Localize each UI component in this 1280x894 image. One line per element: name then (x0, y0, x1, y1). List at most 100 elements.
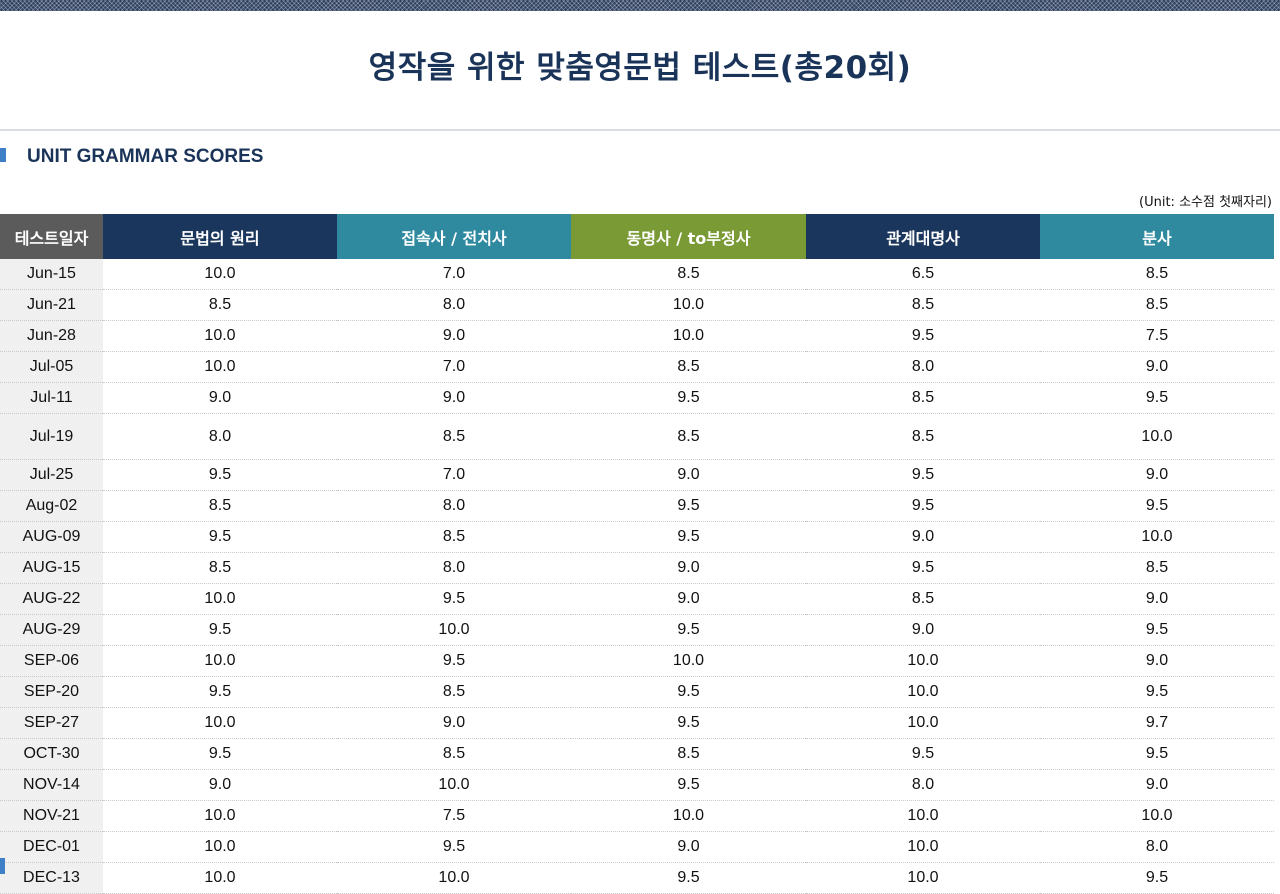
score-cell: 10.0 (1040, 413, 1274, 460)
score-cell: 9.5 (103, 614, 337, 646)
score-cell: 8.0 (103, 413, 337, 460)
table-row: NOV-14 9.0 10.0 9.5 8.0 9.0 (0, 769, 1274, 801)
score-cell: 8.5 (571, 351, 806, 383)
test-date-cell: Jul-05 (0, 351, 103, 383)
score-cell: 8.5 (103, 289, 337, 321)
score-cell: 10.0 (806, 676, 1040, 708)
score-cell: 9.0 (337, 320, 571, 352)
score-cell: 7.0 (337, 259, 571, 290)
score-cell: 8.5 (571, 259, 806, 290)
score-cell: 8.0 (337, 490, 571, 522)
header-relative-pronouns: 관계대명사 (806, 214, 1040, 259)
score-cell: 9.0 (571, 583, 806, 615)
table-row: SEP-06 10.0 9.5 10.0 10.0 9.0 (0, 645, 1274, 677)
score-cell: 9.0 (571, 459, 806, 491)
header-test-date: 테스트일자 (0, 214, 103, 259)
score-cell: 9.5 (806, 320, 1040, 352)
scores-table: 테스트일자 문법의 원리 접속사 / 전치사 동명사 / to부정사 관계대명사… (0, 214, 1274, 894)
score-cell: 9.5 (1040, 862, 1274, 894)
test-date-cell: SEP-27 (0, 707, 103, 739)
score-cell: 9.5 (1040, 738, 1274, 770)
score-cell: 10.0 (571, 289, 806, 321)
table-row: NOV-21 10.0 7.5 10.0 10.0 10.0 (0, 800, 1274, 832)
score-cell: 8.5 (806, 382, 1040, 414)
test-date-cell: Jun-28 (0, 320, 103, 352)
score-cell: 10.0 (337, 862, 571, 894)
test-date-cell: Jul-19 (0, 413, 103, 460)
title-divider (0, 129, 1280, 131)
score-cell: 9.5 (806, 738, 1040, 770)
score-cell: 9.5 (571, 769, 806, 801)
score-cell: 9.0 (806, 614, 1040, 646)
test-date-cell: SEP-06 (0, 645, 103, 677)
score-cell: 10.0 (103, 645, 337, 677)
score-cell: 9.5 (806, 459, 1040, 491)
score-cell: 10.0 (1040, 521, 1274, 553)
table-row: AUG-09 9.5 8.5 9.5 9.0 10.0 (0, 521, 1274, 553)
score-cell: 10.0 (806, 645, 1040, 677)
table-row: OCT-30 9.5 8.5 8.5 9.5 9.5 (0, 738, 1274, 770)
test-date-cell: AUG-09 (0, 521, 103, 553)
score-cell: 8.5 (103, 552, 337, 584)
score-cell: 8.5 (337, 738, 571, 770)
test-date-cell: DEC-13 (0, 862, 103, 894)
test-date-cell: NOV-14 (0, 769, 103, 801)
score-cell: 10.0 (103, 351, 337, 383)
score-cell: 9.0 (806, 521, 1040, 553)
table-row: SEP-27 10.0 9.0 9.5 10.0 9.7 (0, 707, 1274, 739)
score-cell: 10.0 (806, 800, 1040, 832)
score-cell: 7.0 (337, 459, 571, 491)
score-cell: 8.0 (806, 351, 1040, 383)
table-row: DEC-01 10.0 9.5 9.0 10.0 8.0 (0, 831, 1274, 863)
score-cell: 10.0 (806, 707, 1040, 739)
score-cell: 8.0 (1040, 831, 1274, 863)
score-cell: 9.0 (1040, 583, 1274, 615)
table-row: Aug-02 8.5 8.0 9.5 9.5 9.5 (0, 490, 1274, 522)
score-cell: 10.0 (1040, 800, 1274, 832)
score-cell: 10.0 (337, 614, 571, 646)
score-cell: 9.5 (571, 676, 806, 708)
table-row: Jun-15 10.0 7.0 8.5 6.5 8.5 (0, 259, 1274, 290)
score-cell: 10.0 (571, 800, 806, 832)
table-row: Jul-05 10.0 7.0 8.5 8.0 9.0 (0, 351, 1274, 383)
score-cell: 9.0 (571, 831, 806, 863)
table-row: SEP-20 9.5 8.5 9.5 10.0 9.5 (0, 676, 1274, 708)
score-cell: 9.5 (1040, 490, 1274, 522)
table-row: Jul-19 8.0 8.5 8.5 8.5 10.0 (0, 413, 1274, 460)
table-row: DEC-13 10.0 10.0 9.5 10.0 9.5 (0, 862, 1274, 894)
score-cell: 8.5 (1040, 552, 1274, 584)
score-cell: 10.0 (806, 831, 1040, 863)
test-date-cell: DEC-01 (0, 831, 103, 863)
score-cell: 8.5 (571, 738, 806, 770)
page-title: 영작을 위한 맞춤영문법 테스트(총20회) (368, 50, 912, 86)
score-cell: 8.5 (337, 521, 571, 553)
test-date-cell: Jun-15 (0, 259, 103, 290)
section-marker (0, 148, 6, 162)
table-row: AUG-15 8.5 8.0 9.0 9.5 8.5 (0, 552, 1274, 584)
score-cell: 8.5 (337, 413, 571, 460)
score-cell: 8.0 (337, 552, 571, 584)
test-date-cell: Jul-11 (0, 382, 103, 414)
section-title: UNIT GRAMMAR SCORES (27, 146, 264, 167)
score-cell: 9.5 (806, 490, 1040, 522)
test-date-cell: Jun-21 (0, 289, 103, 321)
score-cell: 8.5 (1040, 289, 1274, 321)
score-cell: 10.0 (103, 320, 337, 352)
test-date-cell: NOV-21 (0, 800, 103, 832)
score-cell: 9.5 (571, 707, 806, 739)
score-cell: 10.0 (337, 769, 571, 801)
score-cell: 9.0 (103, 769, 337, 801)
score-cell: 9.0 (337, 382, 571, 414)
score-cell: 9.7 (1040, 707, 1274, 739)
score-cell: 9.5 (337, 583, 571, 615)
score-cell: 9.5 (571, 614, 806, 646)
score-cell: 8.5 (806, 583, 1040, 615)
score-cell: 8.0 (337, 289, 571, 321)
score-cell: 9.5 (1040, 614, 1274, 646)
score-cell: 9.5 (571, 382, 806, 414)
score-cell: 8.5 (571, 413, 806, 460)
bottom-marker (0, 858, 5, 874)
score-cell: 10.0 (571, 645, 806, 677)
score-cell: 10.0 (806, 862, 1040, 894)
test-date-cell: AUG-29 (0, 614, 103, 646)
